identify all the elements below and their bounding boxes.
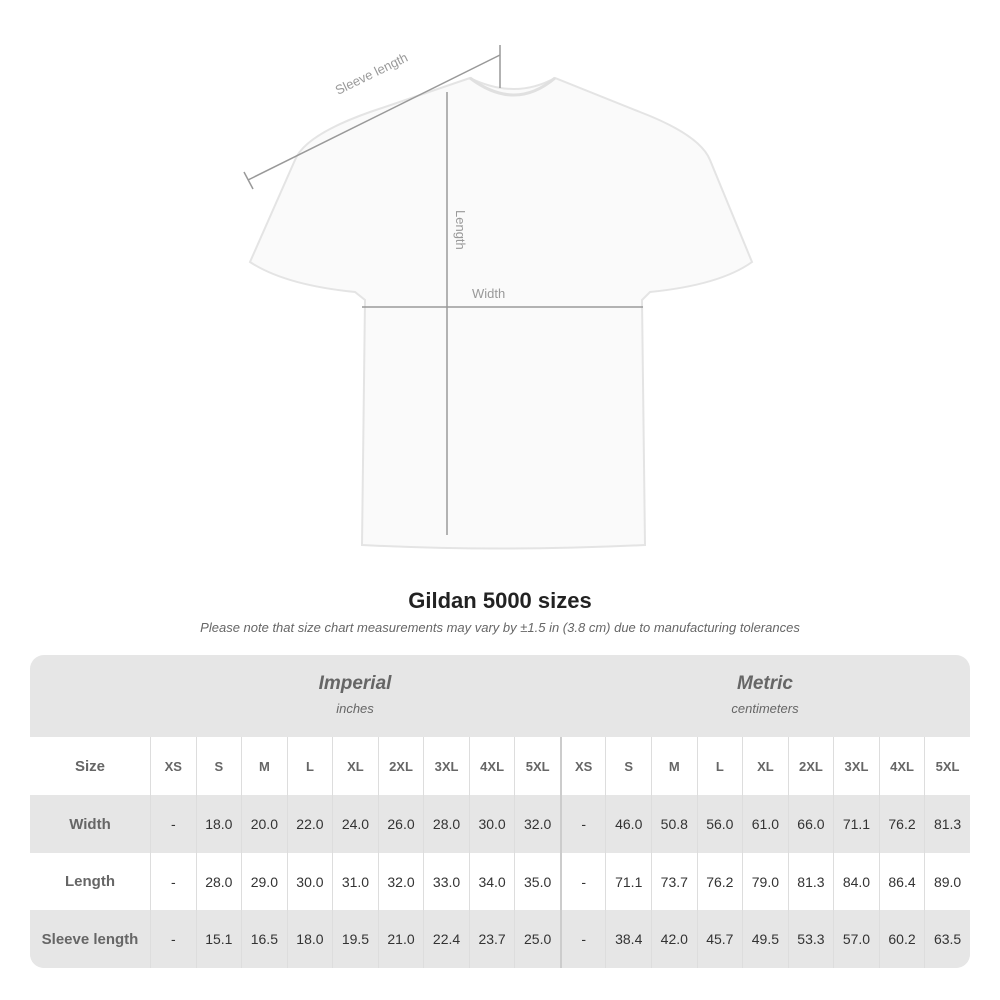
metric-unit: centimeters	[731, 701, 799, 716]
metric-cell: 38.4	[605, 910, 651, 968]
metric-cell: 81.3	[924, 795, 970, 853]
metric-cell: 81.3	[787, 852, 834, 911]
imperial-cell: 33.0	[423, 852, 469, 911]
imperial-cell: 35.0	[514, 852, 560, 911]
size-header-cell: S	[195, 737, 242, 795]
tshirt-diagram: Sleeve length Length Width	[243, 45, 754, 550]
imperial-cell: 32.0	[514, 795, 560, 853]
sleeve-label: Sleeve length	[333, 50, 410, 98]
size-header-cell: S	[605, 737, 651, 795]
imperial-cell: 29.0	[241, 852, 287, 911]
size-header-cell: 4XL	[468, 737, 515, 795]
metric-cell: 42.0	[651, 910, 697, 968]
metric-cell: 61.0	[742, 795, 788, 853]
imperial-cell: 28.0	[423, 795, 469, 853]
imperial-cell: 34.0	[468, 852, 515, 911]
metric-cell: 49.5	[742, 910, 788, 968]
metric-cell: -	[559, 852, 606, 911]
metric-cell: -	[559, 795, 606, 853]
size-header-cell: 5XL	[514, 737, 560, 795]
imperial-cell: 23.7	[468, 910, 515, 968]
imperial-cell: 18.0	[195, 795, 242, 853]
imperial-cell: 30.0	[286, 852, 333, 911]
metric-cell: 45.7	[696, 910, 743, 968]
metric-cell: 84.0	[833, 852, 879, 911]
metric-cell: 76.2	[696, 852, 743, 911]
metric-cell: 56.0	[696, 795, 743, 853]
imperial-cell: 24.0	[332, 795, 378, 853]
size-header-cell: XL	[332, 737, 378, 795]
size-header-cell: 4XL	[878, 737, 925, 795]
size-table: Imperial inches Metric centimeters Size X…	[30, 655, 970, 968]
imperial-cell: -	[150, 852, 196, 911]
metric-cell: 66.0	[787, 795, 834, 853]
imperial-cell: 19.5	[332, 910, 378, 968]
size-header-cell: L	[696, 737, 743, 795]
imperial-cell: 32.0	[377, 852, 424, 911]
imperial-cell: 20.0	[241, 795, 287, 853]
imperial-cell: 31.0	[332, 852, 378, 911]
metric-cell: 89.0	[924, 852, 970, 911]
tolerance-note: Please note that size chart measurements…	[200, 620, 800, 635]
metric-cell: 46.0	[605, 795, 651, 853]
metric-cell: 79.0	[742, 852, 788, 911]
row-label: Sleeve length	[41, 930, 139, 948]
imperial-cell: 15.1	[195, 910, 242, 968]
sleeve-measure-line	[247, 54, 501, 181]
imperial-header: Imperial inches	[150, 655, 560, 737]
size-header-cell: XS	[150, 737, 196, 795]
imperial-cell: 22.0	[286, 795, 333, 853]
metric-cell: 53.3	[787, 910, 834, 968]
imperial-cell: 30.0	[468, 795, 515, 853]
metric-cell: 76.2	[878, 795, 925, 853]
imperial-cell: -	[150, 795, 196, 853]
size-header-cell: XL	[742, 737, 788, 795]
tshirt-shape	[248, 76, 754, 550]
length-label: Length	[453, 210, 468, 250]
imperial-title: Imperial	[318, 673, 392, 694]
metric-cell: 57.0	[833, 910, 879, 968]
row-label: Length	[65, 873, 115, 890]
imperial-cell: 18.0	[286, 910, 333, 968]
row-label: Width	[69, 815, 111, 833]
imperial-cell: 16.5	[241, 910, 287, 968]
metric-cell: 50.8	[651, 795, 697, 853]
size-header-cell: 2XL	[787, 737, 834, 795]
table-row: Sleeve length -15.1 16.5 18.0 19.5 21.0 22.4 23…	[30, 910, 970, 968]
imperial-cell: 28.0	[195, 852, 242, 911]
metric-cell: 73.7	[651, 852, 697, 911]
size-header-cell: M	[651, 737, 697, 795]
size-header-cell: L	[286, 737, 333, 795]
imperial-unit: inches	[336, 701, 374, 716]
imperial-cell: 21.0	[377, 910, 424, 968]
metric-header: Metric centimeters	[560, 655, 970, 737]
metric-cell: 86.4	[878, 852, 925, 911]
metric-cell: -	[559, 910, 606, 968]
imperial-cell: 22.4	[423, 910, 469, 968]
chart-title: Gildan 5000 sizes	[408, 588, 592, 613]
size-header-cell: 3XL	[423, 737, 469, 795]
metric-cell: 60.2	[878, 910, 925, 968]
metric-cell: 71.1	[833, 795, 879, 853]
imperial-cell: 26.0	[377, 795, 424, 853]
metric-title: Metric	[737, 673, 793, 694]
metric-cell: 63.5	[924, 910, 970, 968]
imperial-cell: 25.0	[514, 910, 560, 968]
size-header-row: Size XS S M L XL 2XL 3XL 4XL 5XL XS S M L XL 2XL 3XL 4XL 5…	[30, 737, 970, 795]
size-header-cell: 3XL	[833, 737, 879, 795]
size-header: Size	[74, 757, 105, 775]
size-header-cell: XS	[559, 737, 606, 795]
imperial-cell: -	[150, 910, 196, 968]
table-row: Width -18.0 20.0 22.0 24.0 26.0 28.0 30.0 32.0-4…	[30, 795, 970, 853]
size-header-cell: 5XL	[924, 737, 970, 795]
metric-cell: 71.1	[605, 852, 651, 911]
width-label: Width	[472, 286, 505, 301]
size-header-cell: 2XL	[377, 737, 424, 795]
size-header-cell: M	[241, 737, 287, 795]
table-row: Length -28.0 29.0 30.0 31.0 32.0 33.0 34.0 35.0-…	[30, 852, 970, 911]
